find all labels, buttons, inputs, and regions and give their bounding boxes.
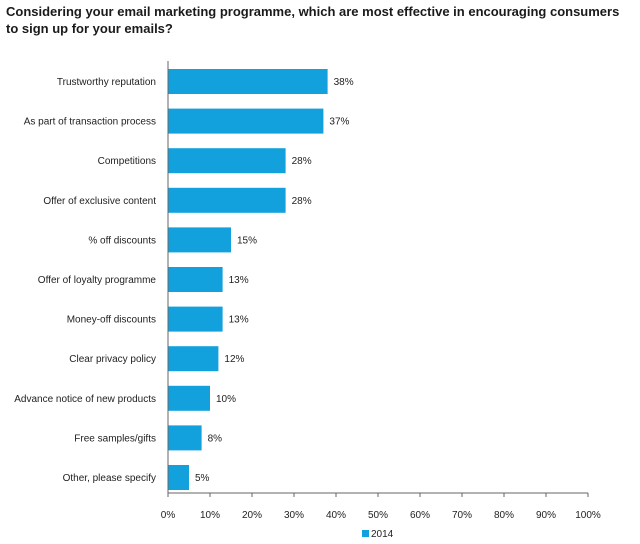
data-label: 13% — [229, 275, 249, 286]
x-tick-label: 100% — [575, 510, 601, 521]
bar — [168, 306, 223, 332]
category-label: Advance notice of new products — [14, 394, 156, 405]
x-tick-label: 80% — [494, 510, 514, 521]
data-label: 12% — [224, 354, 244, 365]
category-label: % off discounts — [88, 235, 156, 246]
bar — [168, 69, 328, 94]
bar — [168, 385, 210, 411]
data-label: 28% — [292, 156, 312, 167]
x-tick-label: 60% — [410, 510, 430, 521]
bar — [168, 425, 202, 451]
data-label: 38% — [334, 77, 354, 88]
legend-swatch — [362, 530, 369, 537]
legend: 2014 — [362, 529, 394, 540]
category-label: Clear privacy policy — [69, 354, 156, 365]
category-label: Trustworthy reputation — [57, 77, 156, 88]
x-tick-label: 10% — [200, 510, 220, 521]
x-tick-label: 20% — [242, 510, 262, 521]
category-label: Other, please specify — [63, 473, 156, 484]
data-label: 5% — [195, 473, 210, 484]
bar — [168, 465, 189, 490]
legend-label: 2014 — [371, 529, 394, 540]
data-label: 37% — [329, 117, 349, 128]
category-label: Free samples/gifts — [74, 433, 156, 444]
bars-layer: Trustworthy reputation 38% As part of tran… — [14, 69, 354, 490]
bar — [168, 187, 286, 213]
bar — [168, 108, 324, 134]
data-label: 13% — [229, 315, 249, 326]
x-tick-label: 90% — [536, 510, 556, 521]
data-label: 8% — [208, 433, 223, 444]
x-tick-label: 0% — [161, 510, 176, 521]
x-tick-label: 30% — [284, 510, 304, 521]
bar — [168, 227, 231, 253]
chart-title: Considering your email marketing program… — [6, 4, 620, 36]
data-label: 28% — [292, 196, 312, 207]
x-tick-label: 70% — [452, 510, 472, 521]
data-label: 10% — [216, 394, 236, 405]
category-label: Money-off discounts — [67, 315, 156, 326]
bar — [168, 346, 219, 372]
data-label: 15% — [237, 235, 257, 246]
category-label: Competitions — [98, 156, 156, 167]
bar — [168, 148, 286, 174]
category-label: As part of transaction process — [24, 117, 156, 128]
x-tick-label: 50% — [368, 510, 388, 521]
x-axis: 0% 10% 20% 30% 40% 50% 60% 70% 80% 90% 100% — [161, 61, 601, 521]
x-tick-label: 40% — [326, 510, 346, 521]
category-label: Offer of exclusive content — [43, 196, 156, 207]
bar — [168, 267, 223, 292]
category-label: Offer of loyalty programme — [38, 275, 157, 286]
